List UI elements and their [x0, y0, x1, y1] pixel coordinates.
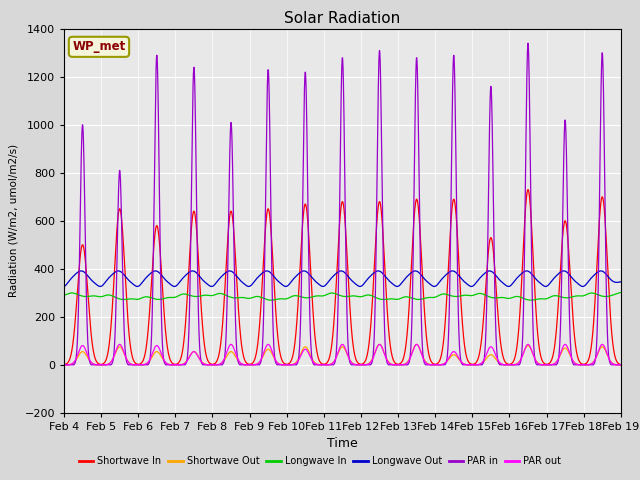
PAR out [617, 362, 625, 368]
PAR out [598, 342, 606, 348]
PAR in [546, 362, 554, 368]
Longwave In [157, 297, 164, 302]
Longwave In [298, 294, 306, 300]
Longwave Out [157, 271, 164, 277]
Longwave Out [124, 276, 131, 282]
PAR in [124, 361, 131, 367]
PAR out [124, 358, 131, 364]
Longwave Out [298, 269, 305, 275]
Shortwave Out [617, 362, 625, 368]
Shortwave Out [413, 342, 420, 348]
PAR out [60, 362, 68, 368]
Longwave In [60, 292, 68, 298]
Y-axis label: Radiation (W/m2, umol/m2/s): Radiation (W/m2, umol/m2/s) [9, 144, 19, 298]
Line: Longwave Out: Longwave Out [64, 271, 621, 287]
Shortwave In [617, 362, 625, 368]
PAR out [606, 358, 614, 364]
Title: Solar Radiation: Solar Radiation [284, 11, 401, 26]
Longwave In [124, 296, 131, 302]
Shortwave Out [606, 358, 614, 363]
Longwave In [274, 296, 282, 302]
Line: PAR out: PAR out [64, 345, 621, 365]
Longwave Out [274, 277, 282, 283]
Longwave Out [60, 284, 68, 289]
X-axis label: Time: Time [327, 437, 358, 450]
Shortwave In [274, 331, 282, 337]
Line: Shortwave In: Shortwave In [64, 190, 621, 365]
Longwave In [617, 289, 625, 295]
Longwave Out [449, 268, 456, 274]
PAR in [274, 362, 282, 368]
Shortwave Out [60, 362, 68, 368]
Shortwave In [298, 236, 305, 242]
Longwave Out [546, 280, 554, 286]
Line: Shortwave Out: Shortwave Out [64, 345, 621, 365]
Longwave In [546, 294, 554, 300]
PAR out [274, 360, 282, 366]
Line: PAR in: PAR in [64, 43, 621, 365]
Shortwave In [546, 360, 554, 365]
Shortwave In [60, 362, 68, 368]
PAR in [60, 362, 68, 368]
Shortwave In [524, 187, 532, 192]
PAR in [606, 360, 614, 366]
Shortwave Out [546, 362, 554, 368]
Longwave In [267, 297, 275, 303]
Shortwave In [124, 312, 131, 317]
Shortwave Out [157, 352, 164, 358]
PAR in [524, 40, 532, 46]
Legend: Shortwave In, Shortwave Out, Longwave In, Longwave Out, PAR in, PAR out: Shortwave In, Shortwave Out, Longwave In… [75, 453, 565, 470]
PAR in [157, 269, 164, 275]
Shortwave Out [274, 360, 282, 366]
PAR in [617, 362, 625, 368]
PAR out [157, 348, 164, 354]
Line: Longwave In: Longwave In [64, 292, 621, 300]
PAR in [298, 268, 305, 274]
Text: WP_met: WP_met [72, 40, 125, 53]
PAR out [546, 362, 554, 368]
PAR out [298, 351, 305, 357]
Longwave In [606, 293, 614, 299]
Shortwave Out [298, 348, 305, 354]
Shortwave In [606, 307, 614, 313]
Longwave Out [617, 279, 625, 285]
Longwave Out [606, 276, 614, 282]
Shortwave Out [124, 358, 131, 363]
Shortwave In [157, 254, 164, 260]
